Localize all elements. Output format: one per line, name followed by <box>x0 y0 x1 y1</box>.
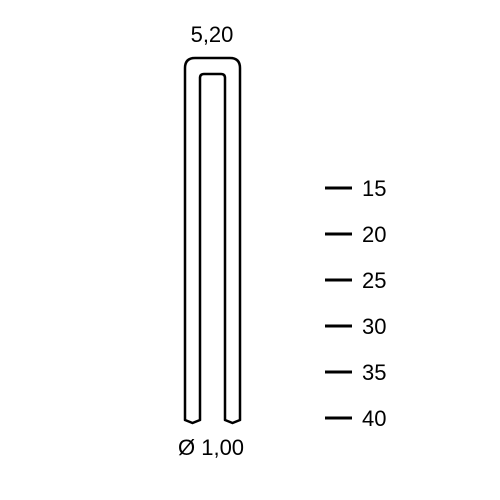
scale-label: 35 <box>362 360 386 385</box>
diameter-label: Ø 1,00 <box>178 435 244 460</box>
scale-label: 30 <box>362 314 386 339</box>
width-label: 5,20 <box>191 22 234 47</box>
length-scale: 15 20 25 30 35 40 <box>325 176 386 431</box>
staple-shape <box>185 58 240 423</box>
staple-diagram: 5,20 15 20 25 30 35 40 Ø 1,00 <box>0 0 500 500</box>
scale-label: 20 <box>362 222 386 247</box>
scale-label: 25 <box>362 268 386 293</box>
scale-label: 15 <box>362 176 386 201</box>
scale-label: 40 <box>362 406 386 431</box>
